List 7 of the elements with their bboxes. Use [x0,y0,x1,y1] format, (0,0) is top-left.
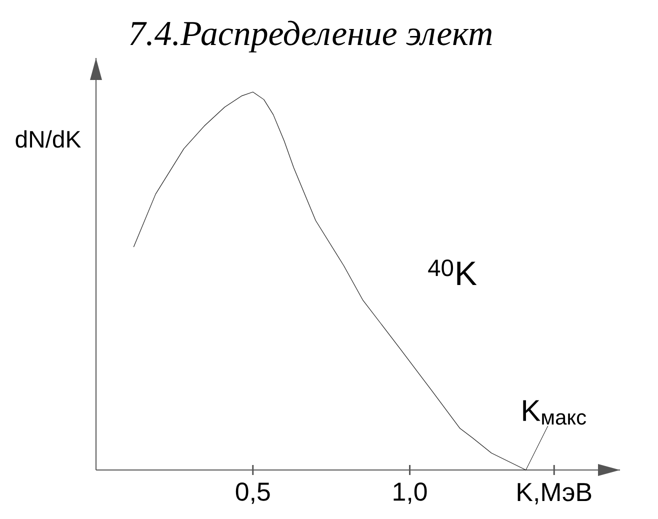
annotation: K$_{макс}$ [523,400,586,425]
x-tick-label: 0,5 [236,482,270,504]
chart-title: 7.4.Распределение элект [130,20,492,52]
x-axis-title: K,МэВ [518,483,592,504]
x-tick-label: 1,0 [394,482,427,504]
annotation: $^{40}$K [428,259,477,285]
y-axis-title: dN/dK [16,130,81,148]
